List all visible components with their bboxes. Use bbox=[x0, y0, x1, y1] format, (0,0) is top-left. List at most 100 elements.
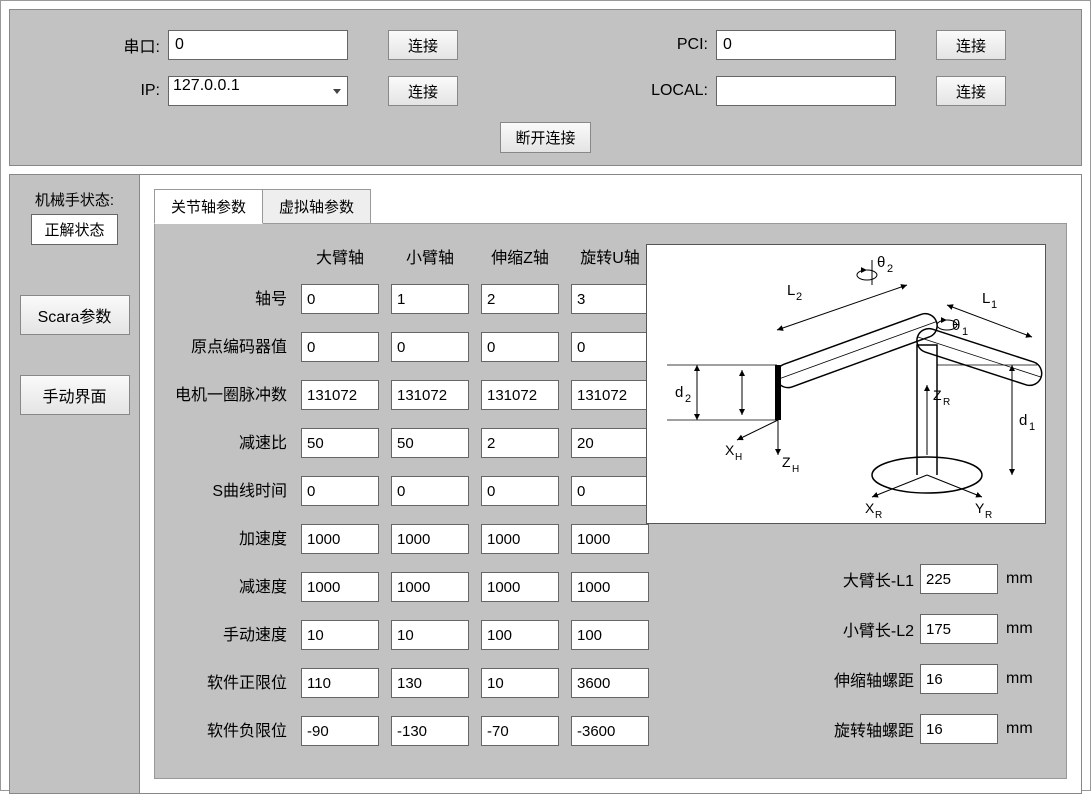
disconnect-button[interactable]: 断开连接 bbox=[500, 122, 590, 153]
param-input[interactable] bbox=[301, 332, 379, 362]
param-input[interactable] bbox=[301, 716, 379, 746]
param-input[interactable] bbox=[391, 620, 469, 650]
param-input[interactable] bbox=[391, 332, 469, 362]
local-connect-button[interactable]: 连接 bbox=[936, 76, 1006, 106]
unit-mm: mm bbox=[1006, 670, 1046, 688]
ip-label: IP: bbox=[100, 82, 160, 100]
row-label: 减速度 bbox=[165, 572, 295, 620]
local-label: LOCAL: bbox=[648, 82, 708, 100]
row-label: 电机一圈脉冲数 bbox=[165, 380, 295, 428]
serial-connect-button[interactable]: 连接 bbox=[388, 30, 458, 60]
param-input[interactable] bbox=[301, 668, 379, 698]
svg-text:Y: Y bbox=[975, 500, 985, 516]
param-input[interactable] bbox=[571, 332, 649, 362]
param-input[interactable] bbox=[301, 284, 379, 314]
param-input[interactable] bbox=[571, 716, 649, 746]
param-input[interactable] bbox=[391, 476, 469, 506]
param-input[interactable] bbox=[481, 668, 559, 698]
svg-text:L: L bbox=[982, 290, 990, 307]
param-column: 小臂轴 bbox=[385, 244, 475, 764]
arm-u-input[interactable] bbox=[920, 714, 998, 744]
param-input[interactable] bbox=[301, 476, 379, 506]
tab-virtual-axis[interactable]: 虚拟轴参数 bbox=[262, 189, 371, 224]
param-input[interactable] bbox=[481, 284, 559, 314]
param-column: 大臂轴 bbox=[295, 244, 385, 764]
local-input[interactable] bbox=[716, 76, 896, 106]
unit-mm: mm bbox=[1006, 570, 1046, 588]
status-label: 机械手状态: bbox=[35, 189, 114, 210]
unit-mm: mm bbox=[1006, 620, 1046, 638]
param-input[interactable] bbox=[571, 476, 649, 506]
svg-text:Z: Z bbox=[782, 454, 791, 470]
param-input[interactable] bbox=[481, 380, 559, 410]
param-input[interactable] bbox=[391, 716, 469, 746]
row-label: S曲线时间 bbox=[165, 476, 295, 524]
ip-select-value: 127.0.0.1 bbox=[173, 77, 240, 94]
param-input[interactable] bbox=[301, 380, 379, 410]
tab-body: 轴号 原点编码器值 电机一圈脉冲数 减速比 S曲线时间 加速度 减速度 手动速度… bbox=[154, 223, 1067, 779]
param-input[interactable] bbox=[571, 668, 649, 698]
svg-text:d: d bbox=[675, 384, 683, 401]
tab-bar: 关节轴参数 虚拟轴参数 bbox=[154, 189, 1081, 224]
param-input[interactable] bbox=[571, 428, 649, 458]
param-input[interactable] bbox=[301, 428, 379, 458]
row-label: 软件负限位 bbox=[165, 716, 295, 764]
svg-text:1: 1 bbox=[962, 326, 968, 338]
unit-mm: mm bbox=[1006, 720, 1046, 738]
manual-ui-button[interactable]: 手动界面 bbox=[20, 375, 130, 415]
svg-text:X: X bbox=[725, 442, 735, 458]
row-label: 手动速度 bbox=[165, 620, 295, 668]
serial-input[interactable] bbox=[168, 30, 348, 60]
row-label: 减速比 bbox=[165, 428, 295, 476]
param-input[interactable] bbox=[571, 284, 649, 314]
svg-text:R: R bbox=[875, 510, 882, 521]
param-input[interactable] bbox=[571, 620, 649, 650]
row-label: 原点编码器值 bbox=[165, 332, 295, 380]
param-input[interactable] bbox=[391, 284, 469, 314]
pci-input[interactable] bbox=[716, 30, 896, 60]
param-input[interactable] bbox=[481, 716, 559, 746]
param-input[interactable] bbox=[301, 572, 379, 602]
pci-connect-button[interactable]: 连接 bbox=[936, 30, 1006, 60]
svg-text:2: 2 bbox=[887, 263, 893, 275]
param-input[interactable] bbox=[571, 524, 649, 554]
param-input[interactable] bbox=[481, 524, 559, 554]
row-label: 软件正限位 bbox=[165, 668, 295, 716]
param-input[interactable] bbox=[481, 620, 559, 650]
arm-l2-input[interactable] bbox=[920, 614, 998, 644]
arm-u-label: 旋转轴螺距 bbox=[834, 717, 914, 741]
param-input[interactable] bbox=[571, 380, 649, 410]
row-label: 轴号 bbox=[165, 284, 295, 332]
param-input[interactable] bbox=[301, 524, 379, 554]
param-input[interactable] bbox=[391, 428, 469, 458]
param-column: 旋转U轴 bbox=[565, 244, 655, 764]
svg-text:d: d bbox=[1019, 412, 1027, 429]
tab-joint-axis[interactable]: 关节轴参数 bbox=[154, 189, 263, 224]
param-input[interactable] bbox=[481, 428, 559, 458]
param-input[interactable] bbox=[391, 380, 469, 410]
param-input[interactable] bbox=[571, 572, 649, 602]
param-input[interactable] bbox=[301, 620, 379, 650]
ip-select[interactable]: 127.0.0.1 bbox=[168, 76, 348, 106]
arm-z-label: 伸缩轴螺距 bbox=[834, 667, 914, 691]
param-input[interactable] bbox=[481, 476, 559, 506]
column-header: 大臂轴 bbox=[316, 244, 364, 284]
arm-l1-input[interactable] bbox=[920, 564, 998, 594]
arm-z-input[interactable] bbox=[920, 664, 998, 694]
svg-text:1: 1 bbox=[991, 299, 997, 311]
param-input[interactable] bbox=[391, 572, 469, 602]
param-input[interactable] bbox=[481, 332, 559, 362]
param-input[interactable] bbox=[391, 524, 469, 554]
pci-label: PCI: bbox=[648, 36, 708, 54]
serial-label: 串口: bbox=[100, 33, 160, 57]
param-input[interactable] bbox=[391, 668, 469, 698]
arm-l1-label: 大臂长-L1 bbox=[843, 567, 914, 591]
column-header: 伸缩Z轴 bbox=[491, 244, 549, 284]
ip-connect-button[interactable]: 连接 bbox=[388, 76, 458, 106]
svg-text:X: X bbox=[865, 500, 875, 516]
main-area: 机械手状态: 正解状态 Scara参数 手动界面 关节轴参数 虚拟轴参数 轴号 … bbox=[9, 174, 1082, 794]
column-header: 旋转U轴 bbox=[580, 244, 640, 284]
param-input[interactable] bbox=[481, 572, 559, 602]
svg-text:1: 1 bbox=[1029, 421, 1035, 433]
scara-params-button[interactable]: Scara参数 bbox=[20, 295, 130, 335]
